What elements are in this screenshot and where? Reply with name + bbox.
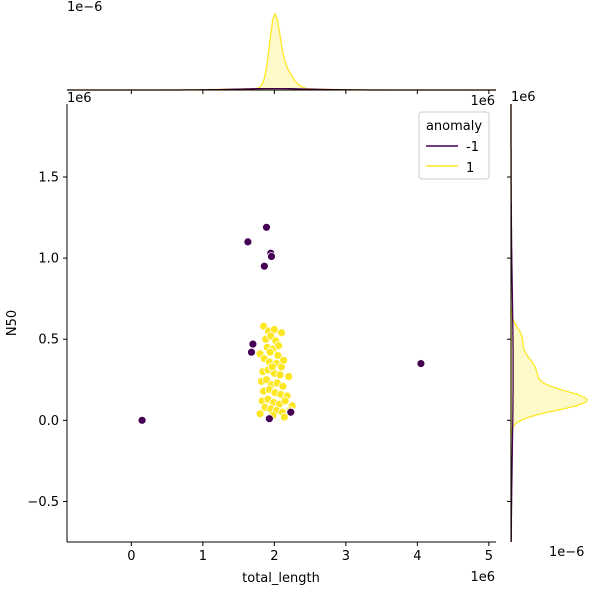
x-tick-label: 3 — [342, 549, 350, 564]
x-tick-label: 2 — [270, 549, 278, 564]
point-anomaly — [262, 222, 271, 232]
point-normal — [275, 370, 285, 380]
right-marginal-offset-label: 1e−6 — [549, 545, 584, 560]
y-axis-label: N50 — [5, 310, 20, 336]
point-anomaly — [267, 252, 276, 261]
point-normal — [267, 362, 277, 372]
point-normal — [255, 409, 265, 419]
point-anomaly — [264, 414, 274, 424]
y-tick-label: 1.5 — [38, 171, 59, 186]
main-axes: 0 1 2 3 4 5 −0.5 0.0 0.5 1.0 1.5 total_length N50… — [5, 90, 536, 586]
point-anomaly — [259, 261, 269, 271]
x-axis-label: total_length — [242, 571, 320, 586]
point-normal — [265, 347, 275, 357]
x-ticks: 0 1 2 3 4 5 — [127, 90, 493, 564]
y-ticks: −0.5 0.0 0.5 1.0 1.5 — [27, 171, 511, 510]
point-anomaly — [137, 415, 147, 425]
legend-label-1: 1 — [466, 161, 474, 176]
x-tick-label: 5 — [485, 549, 493, 564]
point-normal — [284, 372, 294, 381]
legend-label-minus1: -1 — [466, 140, 479, 155]
legend-title: anomaly — [426, 119, 482, 134]
x-offset-label: 1e6 — [470, 570, 495, 585]
point-normal — [277, 328, 286, 338]
point-anomaly — [416, 359, 426, 368]
x-tick-label: 0 — [127, 549, 135, 564]
y-tick-label: 0.0 — [38, 414, 59, 429]
x-tick-label: 4 — [413, 549, 421, 564]
y-tick-label: 0.5 — [38, 333, 59, 348]
top-marginal-offset-label: 1e−6 — [67, 0, 102, 15]
point-normal — [278, 381, 288, 391]
top-marginal: 1e−6 — [67, 0, 496, 91]
point-anomaly — [243, 237, 253, 247]
legend: anomaly -1 1 — [418, 111, 490, 180]
right-marginal: 1e−6 — [510, 104, 588, 560]
top-marginal-kde-series-1 — [67, 12, 496, 91]
y-tick-label: 1.0 — [38, 252, 59, 267]
point-normal — [279, 355, 289, 365]
point-anomaly — [286, 407, 296, 417]
scatter-points — [137, 222, 426, 425]
right-marginal-y-offset-label: 1e6 — [511, 90, 536, 105]
right-marginal-kde-series-1 — [510, 104, 588, 542]
point-normal — [280, 396, 290, 406]
point-normal — [274, 341, 284, 351]
top-marginal-x-offset-label: 1e6 — [470, 94, 495, 109]
x-tick-label: 1 — [199, 549, 207, 564]
point-normal — [279, 412, 289, 422]
point-anomaly — [247, 347, 256, 357]
y-offset-label: 1e6 — [67, 91, 92, 106]
point-anomaly — [248, 339, 258, 349]
y-tick-label: −0.5 — [27, 495, 59, 510]
